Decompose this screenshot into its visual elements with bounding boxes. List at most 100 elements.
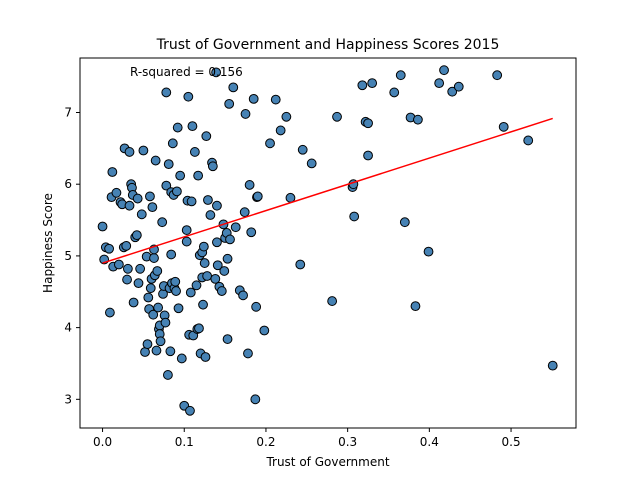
data-point [165,346,176,357]
data-point [205,210,216,220]
data-point [216,286,227,296]
data-point [185,287,196,298]
data-point [136,209,147,220]
data-point [124,147,135,157]
data-point [295,259,306,270]
data-point [259,325,270,336]
x-tick-label: 0.2 [256,435,275,449]
data-point [133,278,144,289]
r-squared-annotation: R-squared = 0.156 [130,65,243,79]
y-axis: 3 4 5 6 7 [64,105,80,406]
data-point [161,180,172,191]
data-point [270,94,281,105]
data-point [189,147,200,157]
chart-title: Trust of Government and Happiness Scores… [156,37,500,53]
plot-area [79,57,577,429]
data-point [285,192,296,203]
data-point [128,297,139,308]
data-point [523,135,534,146]
data-point [153,302,164,313]
y-tick-label: 3 [64,392,72,406]
data-point [202,271,213,281]
data-point [210,273,221,284]
data-point [147,202,158,213]
data-point [363,150,373,161]
data-point [148,309,159,320]
data-point [201,131,212,142]
data-point [212,260,223,271]
data-point [150,155,161,166]
data-point [143,292,154,303]
y-axis-label: Happiness Score [41,193,55,293]
data-point [161,87,172,98]
data-point [107,167,118,177]
data-point [349,211,360,222]
data-point [230,222,241,233]
data-point [240,109,251,119]
data-point [187,121,198,132]
data-point [238,290,248,301]
data-point [163,370,173,380]
data-point [132,193,143,204]
data-point [135,263,146,274]
data-point [281,111,292,122]
data-point [105,307,115,318]
data-point [167,138,178,149]
data-point [207,161,218,172]
data-point [275,125,286,136]
data-point [252,191,263,202]
plot-frame [79,57,577,429]
data-point [332,111,342,122]
data-point [199,258,210,268]
data-point [124,200,135,211]
data-point [160,317,171,328]
x-tick-label: 0.4 [420,435,439,449]
x-axis: 0.0 0.1 0.2 0.3 0.4 0.5 [93,428,521,449]
x-tick-label: 0.3 [338,435,357,449]
data-point [212,200,222,211]
regression-line [102,117,553,264]
data-point [175,170,186,181]
data-point [191,280,202,291]
data-point [166,249,177,260]
y-tick-label: 7 [64,105,72,119]
data-point [186,196,197,207]
data-point [183,91,194,102]
data-point [172,186,182,197]
data-point [113,259,124,270]
data-point [453,81,464,92]
data-point [389,87,400,98]
data-point [149,253,159,263]
data-point [172,122,183,133]
data-point [173,303,184,314]
data-point [152,266,163,276]
fit-layer [102,117,553,264]
data-point [439,65,449,76]
data-point [157,217,168,228]
data-point [363,118,373,129]
data-point [138,145,149,156]
data-point [225,234,235,245]
data-point [181,236,192,247]
data-point [239,207,250,218]
data-point [194,323,204,334]
data-point [151,345,162,356]
data-point [410,301,421,312]
data-point [434,78,445,88]
data-point [170,276,181,287]
data-point [193,170,204,181]
data-point [306,158,317,169]
data-point [248,93,259,104]
data-point [203,195,213,205]
data-point [413,114,423,125]
data-point [224,98,235,109]
x-tick-label: 0.1 [175,435,194,449]
data-point [104,243,114,254]
data-point [251,301,262,312]
data-point [171,286,181,296]
data-point [200,352,211,362]
y-tick-label: 5 [64,249,72,263]
data-point [176,353,187,364]
data-point [198,299,208,310]
data-point [265,138,275,149]
